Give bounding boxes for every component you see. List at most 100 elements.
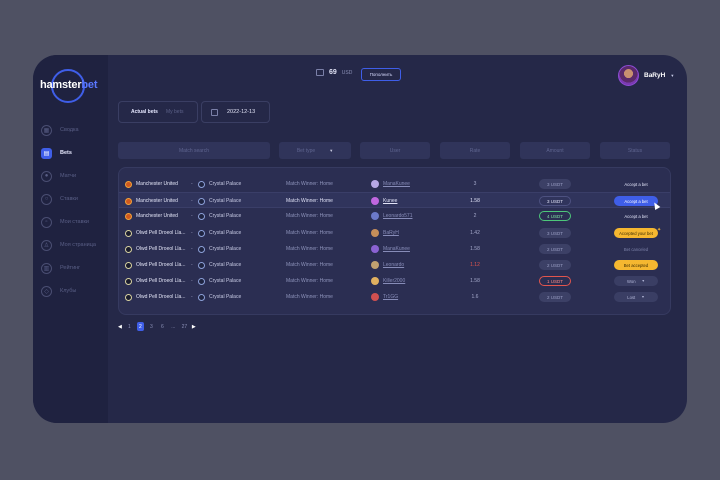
- logo[interactable]: hamsterbet: [37, 69, 103, 109]
- team-home[interactable]: Manchester United: [125, 208, 178, 224]
- sidebar-item-stakes[interactable]: ○ Ставки: [41, 190, 105, 208]
- team-home[interactable]: Olwd Pell Droeol Lla...: [125, 241, 185, 257]
- user-icon: ♙: [41, 239, 52, 251]
- bet-user[interactable]: Leonardo571: [371, 208, 412, 224]
- team-home[interactable]: Manchester United: [125, 193, 178, 209]
- bet-user[interactable]: ManaKunee: [371, 241, 410, 257]
- team-away[interactable]: Crystal Palace: [198, 193, 241, 209]
- prev-page-icon[interactable]: ◀: [118, 323, 122, 330]
- status-button[interactable]: Won ▼: [614, 276, 658, 286]
- user-filter[interactable]: User: [360, 142, 430, 159]
- status-label: Accept a bet: [624, 213, 648, 219]
- bet-amount: 2 USDT: [539, 244, 571, 254]
- amount-filter[interactable]: Amount: [520, 142, 590, 159]
- user-link[interactable]: ManaKunee: [383, 181, 410, 187]
- team-home[interactable]: Olwd Pell Droeol Lla...: [125, 289, 185, 305]
- team-away[interactable]: Crystal Palace: [198, 289, 241, 305]
- next-page-icon[interactable]: ▶: [191, 323, 196, 330]
- team-away[interactable]: Crystal Palace: [198, 208, 241, 224]
- club-crest-icon: [198, 261, 205, 269]
- club-crest-icon: [198, 197, 205, 205]
- tab-my-bets[interactable]: My bets: [165, 109, 184, 115]
- chevron-down-icon: ▼: [641, 279, 645, 283]
- team-away[interactable]: Crystal Palace: [198, 257, 241, 273]
- bet-user[interactable]: Leonardo: [371, 257, 404, 273]
- table-row[interactable]: Olwd Pell Droeol Lla... - Crystal Palace Ma…: [119, 225, 670, 241]
- user-link[interactable]: Leonardo: [383, 262, 405, 268]
- team-away[interactable]: Crystal Palace: [198, 225, 241, 241]
- team-away[interactable]: Crystal Palace: [198, 176, 241, 192]
- status-button[interactable]: Bet accepted: [614, 260, 658, 270]
- match-search-input[interactable]: Match search: [118, 142, 270, 159]
- table-row[interactable]: Olwd Pell Droeol Lla... - Crystal Palace Ma…: [119, 257, 670, 273]
- date-picker[interactable]: 2022-12-13: [201, 101, 270, 123]
- bet-user[interactable]: Tr1GG: [371, 289, 398, 305]
- table-row[interactable]: Manchester United - Crystal Palace Match Wi…: [119, 176, 670, 192]
- table-row[interactable]: Manchester United - Crystal Palace Match Wi…: [119, 192, 670, 209]
- page-ellipsis: ...: [171, 323, 176, 330]
- tab-actual-bets[interactable]: Actual bets: [131, 109, 158, 115]
- status-label: Accepted your bet: [619, 230, 653, 236]
- team-away-name: Crystal Palace: [209, 213, 242, 219]
- user-link[interactable]: Tr1GG: [383, 294, 399, 300]
- sidebar-item-matches[interactable]: ● Матчи: [41, 167, 105, 185]
- page-6[interactable]: 6: [160, 323, 164, 330]
- bet-user[interactable]: BaRyH: [371, 225, 399, 241]
- user-link[interactable]: Leonardo571: [383, 213, 413, 219]
- status-button[interactable]: Accept a bet: [614, 179, 658, 189]
- status-button[interactable]: Lost ▼: [614, 292, 658, 302]
- team-separator: -: [191, 278, 193, 284]
- team-away[interactable]: Crystal Palace: [198, 241, 241, 257]
- team-away[interactable]: Crystal Palace: [198, 273, 241, 289]
- team-home[interactable]: Olwd Pell Droeol Lla...: [125, 225, 185, 241]
- team-away-name: Crystal Palace: [209, 262, 242, 268]
- sidebar-item-clubs[interactable]: ◇ Клубы: [41, 282, 105, 300]
- user-link[interactable]: BaRyH: [383, 230, 399, 236]
- user-avatar: [371, 277, 379, 285]
- user-menu[interactable]: BaRyH ▼: [618, 65, 674, 86]
- rate-filter[interactable]: Rate: [440, 142, 510, 159]
- status-button[interactable]: Accept a bet: [614, 211, 658, 221]
- user-avatar: [371, 180, 379, 188]
- team-home[interactable]: Olwd Pell Droeol Lla...: [125, 273, 185, 289]
- sidebar-item-summary[interactable]: ▦ Сводка: [41, 121, 105, 139]
- bet-user[interactable]: Kunee: [371, 193, 397, 209]
- table-row[interactable]: Olwd Pell Droeol Lla... - Crystal Palace Ma…: [119, 289, 670, 305]
- status-button[interactable]: Accepted your bet: [614, 228, 658, 238]
- page-1[interactable]: 1: [127, 323, 131, 330]
- sidebar-item-bets[interactable]: ▤ Bets: [41, 144, 105, 162]
- team-home[interactable]: Manchester United: [125, 176, 178, 192]
- sidebar-item-my-page[interactable]: ♙ Моя страница: [41, 236, 105, 254]
- sidebar-item-rating[interactable]: ▥ Рейтинг: [41, 259, 105, 277]
- user-link[interactable]: Kunee: [383, 198, 398, 204]
- chevron-down-icon[interactable]: ▼: [670, 73, 675, 78]
- sidebar-item-label: Клубы: [60, 288, 77, 294]
- page-3[interactable]: 3: [149, 323, 153, 330]
- chart-icon: ▥: [41, 262, 52, 274]
- bet-rate: 1.58: [470, 278, 480, 284]
- status-button[interactable]: Accept a bet: [614, 196, 658, 206]
- club-crest-icon: [125, 229, 132, 237]
- bet-user[interactable]: ManaKunee: [371, 176, 410, 192]
- table-row[interactable]: Manchester United - Crystal Palace Match Wi…: [119, 208, 670, 224]
- page-2[interactable]: 2: [136, 322, 144, 331]
- team-home[interactable]: Olwd Pell Droeol Lla...: [125, 257, 185, 273]
- bet-user[interactable]: Killer2000: [371, 273, 405, 289]
- bet-rate: 1.58: [470, 198, 480, 204]
- sidebar-item-label: Моя страница: [60, 242, 96, 248]
- status-filter[interactable]: Status: [600, 142, 670, 159]
- table-row[interactable]: Olwd Pell Droeol Lla... - Crystal Palace Ma…: [119, 273, 670, 289]
- sidebar-item-my-bets[interactable]: ▫ Мои ставки: [41, 213, 105, 231]
- star-icon: ✦: [657, 227, 662, 233]
- club-crest-icon: [125, 245, 132, 253]
- bet-type-select[interactable]: Bet type ▼: [279, 142, 351, 159]
- user-link[interactable]: ManaKunee: [383, 246, 410, 252]
- page-27[interactable]: 27: [181, 323, 188, 330]
- status-button[interactable]: Bet canceled: [614, 244, 658, 254]
- topup-button[interactable]: Пополнить: [361, 68, 401, 81]
- user-link[interactable]: Killer2000: [383, 278, 406, 284]
- bet-rate: 1.58: [470, 246, 480, 252]
- table-row[interactable]: Olwd Pell Droeol Lla... - Crystal Palace Ma…: [119, 241, 670, 257]
- chevron-down-icon: ▼: [641, 295, 645, 299]
- avatar[interactable]: [618, 65, 639, 86]
